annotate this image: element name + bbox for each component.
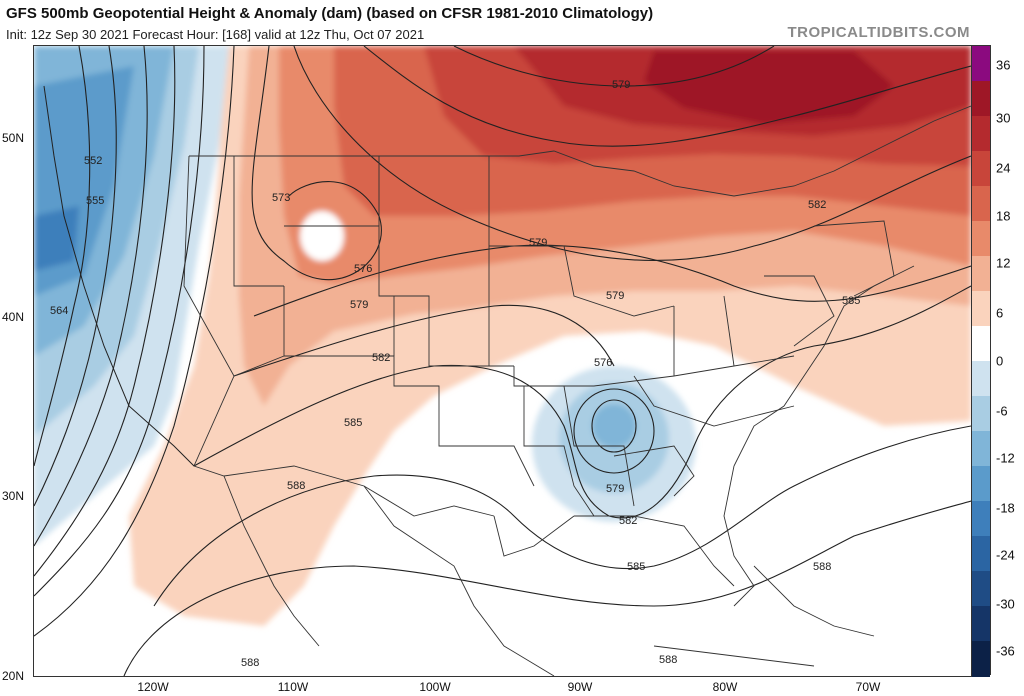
colorbar-tick-label: -30 <box>996 596 1015 612</box>
contour-label: 564 <box>50 305 68 317</box>
colorbar-segment <box>972 571 990 607</box>
anomaly-neg-west-5 <box>34 206 79 271</box>
map-title: GFS 500mb Geopotential Height & Anomaly … <box>6 5 654 22</box>
colorbar-tick-label: 30 <box>996 110 1011 126</box>
contour-label: 579 <box>606 483 624 495</box>
lon-label-100w: 100W <box>419 680 451 694</box>
colorbar-tick-label: 12 <box>996 255 1011 271</box>
colorbar-segment <box>972 396 990 432</box>
colorbar-tick-label: -12 <box>996 450 1015 466</box>
colorbar-segment <box>972 291 990 327</box>
colorbar-tick-label: -24 <box>996 547 1015 563</box>
contour-label: 552 <box>84 155 102 167</box>
colorbar-segment <box>972 361 990 397</box>
colorbar-tick-label: -36 <box>996 643 1015 659</box>
lat-label-30n: 30N <box>2 489 25 503</box>
colorbar-tick-label: 36 <box>996 57 1011 73</box>
height-contours <box>34 46 971 676</box>
contour-label: 582 <box>808 199 826 211</box>
map-subtitle: Init: 12z Sep 30 2021 Forecast Hour: [16… <box>6 27 425 42</box>
map-svg: 552 555 564 573 576 579 579 579 579 582 582 582 585 5… <box>34 46 971 676</box>
lat-label-40n: 40N <box>2 310 25 324</box>
contour-label: 579 <box>529 237 547 249</box>
contour-label: 573 <box>272 192 290 204</box>
colorbar-tick-label: 6 <box>996 305 1004 321</box>
contour-label: 555 <box>86 195 104 207</box>
contour-label: 588 <box>659 654 677 666</box>
lon-label-70w: 70W <box>855 680 881 694</box>
map-panel: 552 555 564 573 576 579 579 579 579 582 582 582 585 5… <box>33 45 972 677</box>
colorbar-segment <box>972 501 990 537</box>
colorbar-segment <box>972 641 990 677</box>
contour-label: 576 <box>354 263 372 275</box>
contour-label: 588 <box>813 561 831 573</box>
colorbar-tick-label: 18 <box>996 208 1011 224</box>
lon-label-120w: 120W <box>137 680 169 694</box>
colorbar-segment <box>972 466 990 502</box>
colorbar-segment <box>972 326 990 362</box>
contour-label: 588 <box>287 480 305 492</box>
lon-label-80w: 80W <box>712 680 738 694</box>
colorbar-tick-label: -6 <box>996 403 1008 419</box>
contour-label: 582 <box>372 352 390 364</box>
contour-label: 585 <box>344 417 362 429</box>
contour-label: 579 <box>350 299 368 311</box>
colorbar-segment <box>972 256 990 292</box>
anomaly-fields <box>34 46 971 626</box>
lon-label-90w: 90W <box>567 680 593 694</box>
contour-label: 579 <box>606 290 624 302</box>
colorbar-tick-label: 24 <box>996 160 1011 176</box>
lat-label-50n: 50N <box>2 131 25 145</box>
contour-labels: 552 555 564 573 576 579 579 579 579 582 582 582 585 5… <box>50 79 860 669</box>
colorbar-segment <box>972 431 990 467</box>
west-coastline <box>43 85 195 467</box>
anomaly-white-pocket <box>300 211 344 261</box>
contour-label: 585 <box>627 561 645 573</box>
lat-label-20n: 20N <box>2 669 25 683</box>
colorbar-tick-label: 0 <box>996 353 1004 369</box>
colorbar-tick-label: -18 <box>996 500 1015 516</box>
political-borders <box>183 105 971 676</box>
brand-watermark: TROPICALTIDBITS.COM <box>787 24 970 41</box>
contour-label: 582 <box>619 515 637 527</box>
colorbar-segment <box>972 116 990 152</box>
colorbar-segment <box>972 46 990 82</box>
colorbar-segment <box>972 186 990 222</box>
contour-label: 588 <box>241 657 259 669</box>
colorbar-segment <box>972 221 990 257</box>
lon-label-110w: 110W <box>277 680 309 694</box>
colorbar-segment <box>972 606 990 642</box>
contour-label: 579 <box>612 79 630 91</box>
colorbar-segment <box>972 151 990 187</box>
colorbar-segment <box>972 81 990 117</box>
contour-label: 576 <box>594 357 612 369</box>
contour-label: 585 <box>842 295 860 307</box>
anomaly-neg-southeast-3 <box>592 404 636 448</box>
anomaly-colorbar <box>971 45 991 677</box>
colorbar-segment <box>972 536 990 572</box>
